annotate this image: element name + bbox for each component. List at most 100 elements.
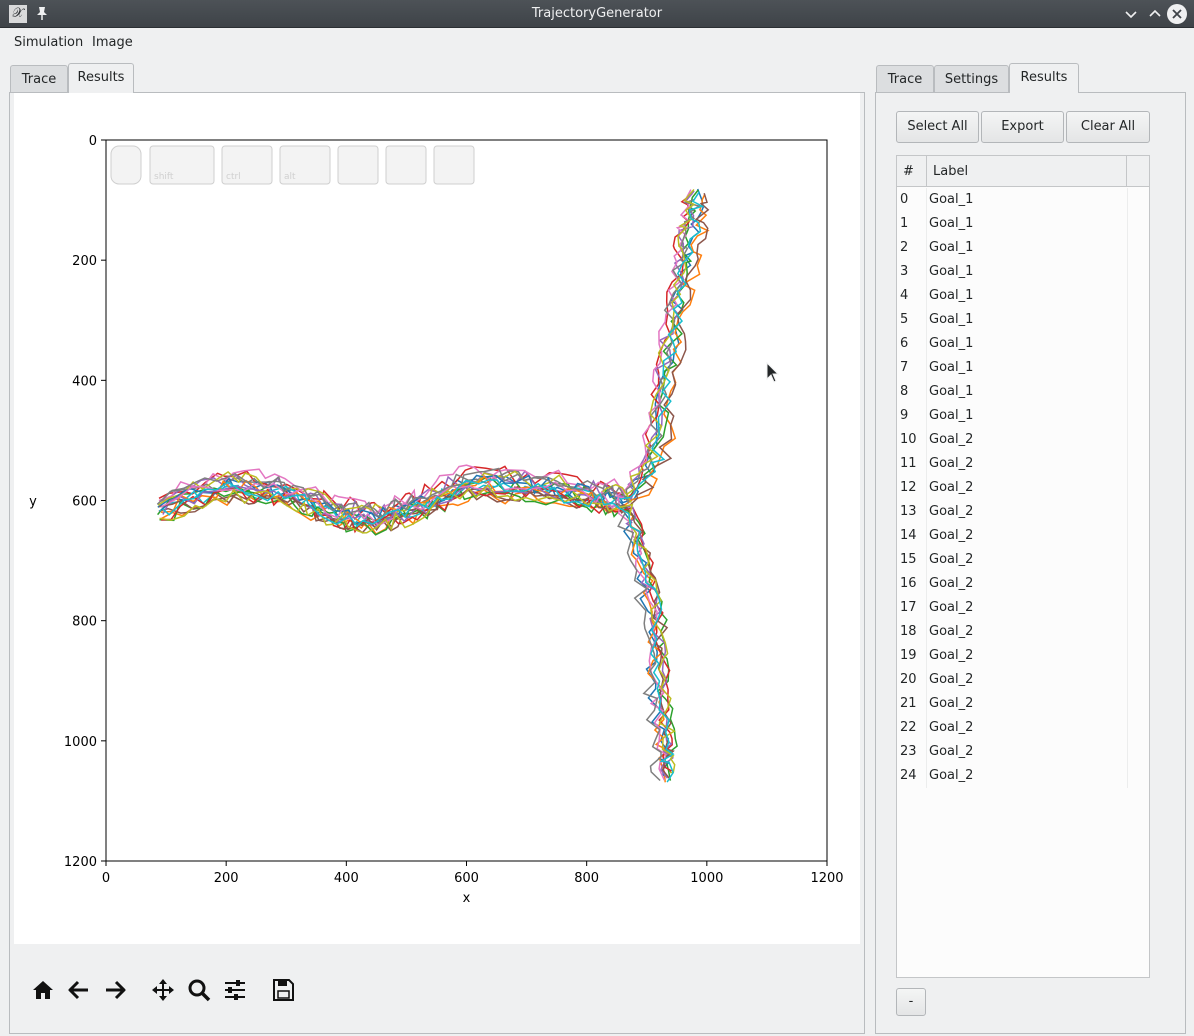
tab-right-trace[interactable]: Trace xyxy=(876,65,934,93)
row-index: 1 xyxy=(900,216,909,231)
row-index: 5 xyxy=(900,312,909,327)
menu-simulation[interactable]: Simulation xyxy=(14,35,84,50)
minimize-icon[interactable] xyxy=(1122,5,1140,23)
table-row[interactable]: 23 Goal_2 xyxy=(897,740,1149,764)
x-tick-label: 0 xyxy=(102,871,110,886)
overlay-key xyxy=(433,145,475,185)
table-row[interactable]: 6 Goal_1 xyxy=(897,332,1149,356)
table-row[interactable]: 16 Goal_2 xyxy=(897,572,1149,596)
table-row[interactable]: 1 Goal_1 xyxy=(897,212,1149,236)
pan-icon[interactable] xyxy=(150,977,176,1003)
trajectory-line xyxy=(159,487,678,781)
save-icon[interactable] xyxy=(270,977,296,1003)
y-tick-label: 200 xyxy=(72,254,97,269)
row-index: 4 xyxy=(900,288,909,303)
pin-icon[interactable] xyxy=(35,5,49,21)
table-row[interactable]: 17 Goal_2 xyxy=(897,596,1149,620)
row-label: Goal_2 xyxy=(929,528,974,543)
column-divider xyxy=(926,188,927,788)
close-icon[interactable] xyxy=(1167,4,1187,24)
maximize-icon[interactable] xyxy=(1146,5,1164,23)
trajectory-line xyxy=(156,467,662,782)
table-row[interactable]: 15 Goal_2 xyxy=(897,548,1149,572)
table-row[interactable]: 21 Goal_2 xyxy=(897,692,1149,716)
table-row[interactable]: 18 Goal_2 xyxy=(897,620,1149,644)
remove-button[interactable]: - xyxy=(896,988,926,1016)
x-tick-label: 600 xyxy=(454,871,479,886)
results-table[interactable]: # Label 0 Goal_1 1 Goal_1 2 Goal_1 3 Goal_1 4 Goa… xyxy=(896,155,1150,978)
table-row[interactable]: 2 Goal_1 xyxy=(897,236,1149,260)
table-row[interactable]: 7 Goal_1 xyxy=(897,356,1149,380)
overlay-key xyxy=(149,145,215,185)
table-row[interactable]: 9 Goal_1 xyxy=(897,404,1149,428)
tab-right-settings[interactable]: Settings xyxy=(934,65,1009,93)
table-header: # Label xyxy=(897,156,1149,187)
row-index: 21 xyxy=(900,696,917,711)
row-label: Goal_2 xyxy=(929,456,974,471)
table-body: 0 Goal_1 1 Goal_1 2 Goal_1 3 Goal_1 4 Goal_1 5 Goal… xyxy=(897,188,1149,788)
plot-canvas[interactable]: 0 200 400 600 800 1000 1200 0 200 400 600 800 1000 12… xyxy=(14,93,860,944)
zoom-icon[interactable] xyxy=(186,977,212,1003)
forward-arrow-icon[interactable] xyxy=(102,977,128,1003)
row-label: Goal_1 xyxy=(929,216,974,231)
trajectory-line xyxy=(160,475,667,781)
overlay-key-label: shift xyxy=(154,172,174,182)
row-label: Goal_2 xyxy=(929,600,974,615)
tab-right-results[interactable]: Results xyxy=(1009,63,1079,93)
back-arrow-icon[interactable] xyxy=(66,977,92,1003)
export-button[interactable]: Export xyxy=(981,111,1064,143)
y-tick-label: 1200 xyxy=(64,855,97,870)
row-label: Goal_2 xyxy=(929,720,974,735)
row-label: Goal_1 xyxy=(929,288,974,303)
row-index: 17 xyxy=(900,600,917,615)
x-axis-label: x xyxy=(463,891,471,906)
x-tick-label: 400 xyxy=(334,871,359,886)
overlay-key-label: ctrl xyxy=(226,172,241,182)
column-header-label[interactable]: Label xyxy=(927,156,1127,187)
overlay-key xyxy=(110,145,142,185)
row-label: Goal_2 xyxy=(929,504,974,519)
trajectory-line xyxy=(162,478,675,783)
home-icon[interactable] xyxy=(30,977,56,1003)
row-index: 6 xyxy=(900,336,909,351)
table-row[interactable]: 4 Goal_1 xyxy=(897,284,1149,308)
x-tick-label: 1000 xyxy=(690,871,723,886)
table-row[interactable]: 12 Goal_2 xyxy=(897,476,1149,500)
table-row[interactable]: 11 Goal_2 xyxy=(897,452,1149,476)
row-index: 12 xyxy=(900,480,917,495)
app-icon: 𝒳 xyxy=(9,5,27,23)
menu-bar: Simulation Image xyxy=(0,29,1194,57)
table-row[interactable]: 3 Goal_1 xyxy=(897,260,1149,284)
row-label: Goal_2 xyxy=(929,432,974,447)
results-plot-pane: 0 200 400 600 800 1000 1200 0 200 400 600 800 1000 12… xyxy=(9,92,865,1034)
table-row[interactable]: 24 Goal_2 xyxy=(897,764,1149,788)
row-label: Goal_1 xyxy=(929,384,974,399)
table-row[interactable]: 8 Goal_1 xyxy=(897,380,1149,404)
table-row[interactable]: 20 Goal_2 xyxy=(897,668,1149,692)
table-row[interactable]: 19 Goal_2 xyxy=(897,644,1149,668)
trajectory-chart[interactable]: 0 200 400 600 800 1000 1200 0 200 400 600 800 1000 12… xyxy=(14,93,860,944)
row-label: Goal_1 xyxy=(929,312,974,327)
tab-left-results[interactable]: Results xyxy=(68,63,134,93)
window-titlebar: 𝒳 TrajectoryGenerator xyxy=(0,0,1194,28)
table-row[interactable]: 22 Goal_2 xyxy=(897,716,1149,740)
row-label: Goal_1 xyxy=(929,408,974,423)
row-label: Goal_1 xyxy=(929,360,974,375)
table-row[interactable]: 10 Goal_2 xyxy=(897,428,1149,452)
table-row[interactable]: 5 Goal_1 xyxy=(897,308,1149,332)
clear-all-button[interactable]: Clear All xyxy=(1066,111,1150,143)
row-label: Goal_1 xyxy=(929,192,974,207)
table-row[interactable]: 14 Goal_2 xyxy=(897,524,1149,548)
row-label: Goal_2 xyxy=(929,624,974,639)
menu-image[interactable]: Image xyxy=(92,35,133,50)
column-header-index[interactable]: # xyxy=(897,156,927,187)
select-all-button[interactable]: Select All xyxy=(896,111,979,143)
row-index: 19 xyxy=(900,648,917,663)
tab-left-trace[interactable]: Trace xyxy=(10,65,68,93)
configure-icon[interactable] xyxy=(222,977,248,1003)
table-row[interactable]: 0 Goal_1 xyxy=(897,188,1149,212)
table-row[interactable]: 13 Goal_2 xyxy=(897,500,1149,524)
y-tick-label: 0 xyxy=(89,134,97,149)
column-divider xyxy=(1127,188,1128,788)
row-label: Goal_2 xyxy=(929,744,974,759)
